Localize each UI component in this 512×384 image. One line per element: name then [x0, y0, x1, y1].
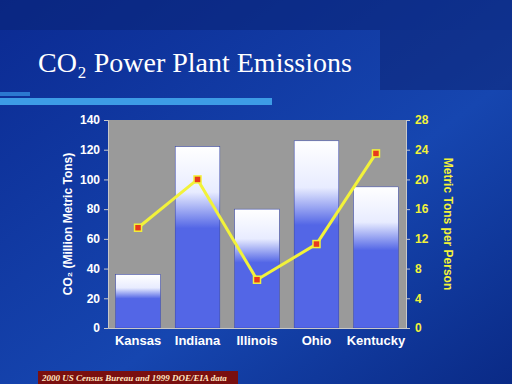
y2-axis-title: Metric Tons per Person [441, 158, 455, 290]
tick-label: Indiana [175, 333, 221, 348]
tick: Indiana [175, 328, 221, 348]
accent-bar [0, 92, 30, 96]
tick-mark [104, 179, 108, 180]
y2-axis: 0 4 8 12 16 20 24 28 [406, 113, 429, 335]
axis-line [109, 328, 407, 329]
tick-mark [406, 150, 410, 151]
tick: 100 [80, 173, 108, 187]
tick-mark [104, 120, 108, 121]
tick-label: 28 [415, 113, 429, 127]
tick: 120 [80, 143, 108, 157]
tick-mark [104, 298, 108, 299]
tick: 28 [406, 113, 429, 127]
tick-label: 8 [415, 262, 422, 276]
bar [294, 141, 339, 328]
marker [372, 150, 379, 157]
tick: 0 [406, 321, 422, 335]
tick: 12 [406, 232, 429, 246]
tick-label: 40 [87, 262, 101, 276]
accent-bar [0, 98, 272, 105]
bar [175, 147, 220, 328]
tick: 4 [406, 292, 422, 306]
y-axis: 0 20 40 60 80 100 120 140 [80, 113, 109, 335]
tick: Kansas [115, 328, 161, 348]
tick-mark [406, 328, 410, 329]
tick: 16 [406, 202, 429, 216]
tick-mark [406, 298, 410, 299]
tick-mark [406, 179, 410, 180]
tick-mark [104, 209, 108, 210]
bar [354, 187, 399, 328]
band [380, 30, 512, 90]
line [138, 153, 376, 279]
tick: Kentucky [347, 328, 406, 348]
tick-label: Kansas [115, 333, 161, 348]
tick-label: Ohio [302, 333, 332, 348]
tick-label: 140 [80, 113, 100, 127]
bar [235, 209, 280, 328]
tick-label: 20 [87, 292, 101, 306]
axis-line [104, 121, 109, 329]
tick-label: 24 [415, 143, 429, 157]
tick-label: 20 [415, 173, 429, 187]
tick: 140 [80, 113, 108, 127]
tick-label: 4 [415, 292, 422, 306]
tick-label: 16 [415, 202, 429, 216]
tick: 40 [87, 262, 108, 276]
tick-label: 120 [80, 143, 100, 157]
bar [116, 275, 161, 328]
tick: 20 [406, 173, 429, 187]
marks [116, 141, 399, 328]
y-axis-title: CO₂ (Million Metric Tons) [61, 153, 75, 295]
tick-label: 0 [415, 321, 422, 335]
tick-mark [406, 209, 410, 210]
tick-label: 12 [415, 232, 429, 246]
tick-mark [104, 328, 108, 329]
background [0, 0, 512, 384]
band [0, 0, 512, 30]
tick-label: 80 [87, 202, 101, 216]
tick: Ohio [302, 328, 332, 348]
tick: Illinois [236, 328, 277, 348]
tick-mark [406, 120, 410, 121]
title: CO₂ Power Plant Emissions [38, 47, 352, 78]
marker [313, 241, 320, 248]
tick-label: Illinois [236, 333, 277, 348]
tick-mark [104, 150, 108, 151]
tick-label: 100 [80, 173, 100, 187]
tick-mark [104, 269, 108, 270]
marker [254, 276, 261, 283]
tick-mark [406, 239, 410, 240]
tick: 20 [87, 292, 108, 306]
marker [194, 176, 201, 183]
axis-line [407, 121, 411, 329]
tick: 60 [87, 232, 108, 246]
tick-label: Kentucky [347, 333, 406, 348]
tick-label: 0 [93, 321, 100, 335]
tick-mark [104, 239, 108, 240]
plot-area [108, 120, 406, 328]
x-axis: Kansas Indiana Illinois Ohio Kentucky [109, 328, 407, 348]
tick: 0 [93, 321, 108, 335]
slide: CO₂ Power Plant Emissions Kansas Indiana Il… [0, 0, 512, 384]
tick: 24 [406, 143, 429, 157]
tick: 8 [406, 262, 422, 276]
tick-label: 60 [87, 232, 101, 246]
source: 2000 US Census Bureau and 1999 DOE/EIA d… [41, 373, 227, 383]
tick-mark [406, 269, 410, 270]
marker [135, 224, 142, 231]
source-box [38, 371, 238, 384]
tick: 80 [87, 202, 108, 216]
